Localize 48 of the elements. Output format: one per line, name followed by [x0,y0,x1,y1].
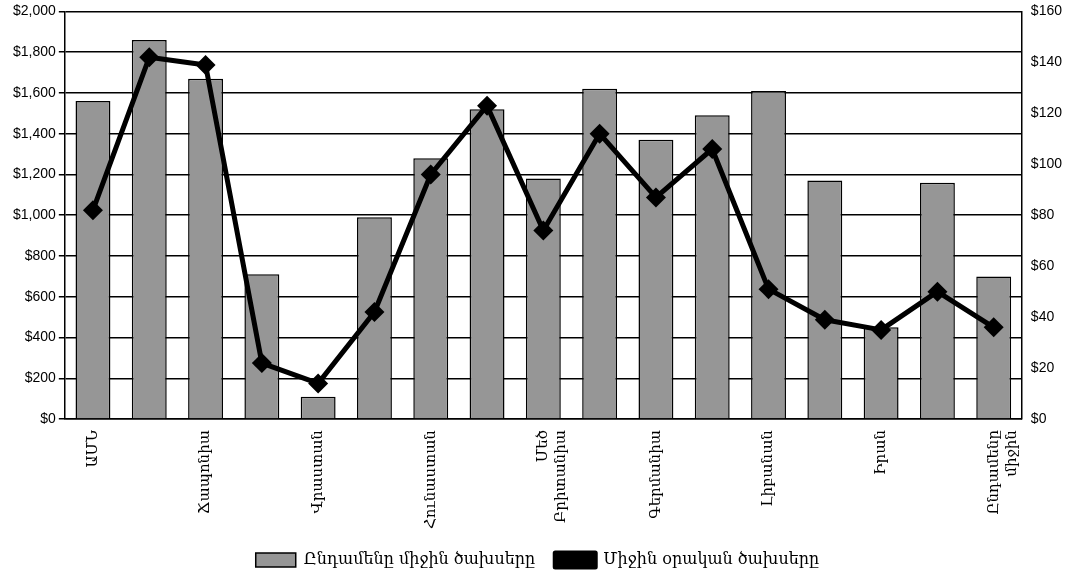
y2-tick-label: $20 [1030,358,1055,375]
point [871,319,892,340]
y-tick-label: $800 [24,246,57,263]
y-tick-label: $0 [40,409,57,426]
y2-tick-label: $60 [1030,257,1055,274]
x-tick-label: Ընդամենը միջին [983,429,1020,515]
y2-tick-label: $120 [1030,104,1063,121]
y2-tick-label: $100 [1030,155,1063,172]
point [983,317,1004,338]
legend-label: Ընդամենը միջին ծախսերը [303,549,536,569]
y2-tick-label: $80 [1030,206,1055,223]
point [758,279,779,300]
point [139,47,160,68]
y-tick-label: $2,000 [12,2,57,19]
y2-tick-label: $140 [1030,53,1063,70]
point [927,281,948,302]
point [702,138,723,159]
x-tick-label: Հունաստան [420,429,439,530]
x-tick-label: Գերմանիա [645,430,664,519]
y-tick-label: $400 [24,328,57,345]
y-tick-label: $1,200 [12,165,57,182]
y-tick-label: $1,400 [12,124,57,141]
point [364,302,385,323]
x-tick-label: Իրան [871,429,890,476]
point [308,373,329,394]
x-tick-label: ԱՄՆ [82,430,101,468]
point [814,309,835,330]
x-tick-label: Մեծ Բրիտանիա [533,430,570,523]
x-tick-label: Ճապոնիա [195,430,214,515]
y2-tick-label: $0 [1030,409,1047,426]
y-tick-label: $1,800 [12,43,57,60]
legend-label: Միջին օրական ծախսերը [603,549,820,569]
y-tick-label: $200 [24,369,57,386]
point [420,164,441,185]
x-tick-label: Լիբանան [758,429,777,507]
y-tick-label: $600 [24,287,57,304]
y2-tick-label: $40 [1030,308,1055,325]
y-tick-label: $1,600 [12,83,57,100]
y2-tick-label: $160 [1030,2,1063,19]
point [195,54,216,75]
point [645,187,666,208]
point [533,220,554,241]
point [251,353,272,374]
y-tick-label: $1,000 [12,206,57,223]
point [477,95,498,116]
point [82,200,103,221]
point [589,123,610,144]
x-tick-label: Վրաստան [308,429,327,514]
